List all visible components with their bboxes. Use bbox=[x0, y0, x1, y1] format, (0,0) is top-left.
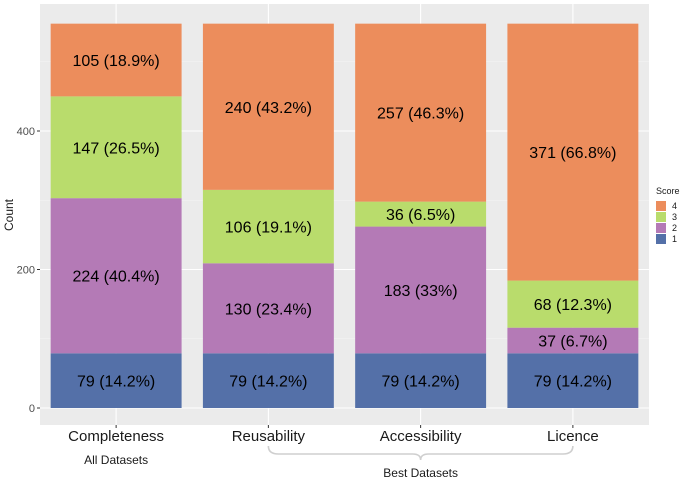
data-label: 257 (46.3%) bbox=[377, 106, 464, 123]
bar-segment bbox=[202, 353, 334, 408]
legend-swatch bbox=[656, 212, 666, 222]
data-label: 105 (18.9%) bbox=[73, 53, 160, 70]
data-label: 79 (14.2%) bbox=[534, 374, 612, 391]
data-label: 106 (19.1%) bbox=[225, 220, 312, 237]
bar-segment bbox=[355, 23, 487, 202]
y-tick-label: 200 bbox=[17, 265, 35, 277]
bar-segment bbox=[507, 353, 639, 408]
data-label: 37 (6.7%) bbox=[538, 333, 607, 350]
data-label: 371 (66.8%) bbox=[529, 145, 616, 162]
bar-segment bbox=[355, 353, 487, 408]
legend-swatch bbox=[656, 234, 666, 244]
bar-segment bbox=[50, 23, 182, 97]
bar-segment bbox=[202, 189, 334, 264]
data-labels: 79 (14.2%) 224 (40.4%) 147 (26.5%) 105 (18.… bbox=[73, 53, 617, 391]
group-label: Best Datasets bbox=[383, 466, 458, 480]
bar-segment bbox=[507, 327, 639, 354]
data-label: 79 (14.2%) bbox=[381, 374, 459, 391]
bar-segment bbox=[507, 280, 639, 328]
bar-segment bbox=[202, 23, 334, 190]
bar-segment bbox=[507, 23, 639, 281]
data-label: 240 (43.2%) bbox=[225, 100, 312, 117]
data-label: 79 (14.2%) bbox=[229, 374, 307, 391]
x-tick-label: Reusability bbox=[232, 428, 306, 445]
legend-swatch bbox=[656, 201, 666, 211]
legend-label: 2 bbox=[672, 223, 677, 233]
bar-segment bbox=[50, 198, 182, 354]
data-label: 147 (26.5%) bbox=[73, 140, 160, 157]
x-axis: Completeness Reusability Accessibility Lice… bbox=[68, 425, 599, 445]
y-axis: 0 200 400 bbox=[17, 126, 40, 415]
bar-segment bbox=[50, 353, 182, 408]
data-label: 36 (6.5%) bbox=[386, 207, 455, 224]
data-label: 68 (12.3%) bbox=[534, 297, 612, 314]
y-tick-label: 400 bbox=[17, 126, 35, 138]
data-label: 224 (40.4%) bbox=[73, 269, 160, 286]
data-label: 79 (14.2%) bbox=[77, 374, 155, 391]
data-label: 130 (23.4%) bbox=[225, 301, 312, 318]
y-axis-title: Count bbox=[2, 198, 16, 231]
bar-segment bbox=[355, 201, 487, 227]
group-label: All Datasets bbox=[84, 453, 148, 467]
category-groups: All Datasets Best Datasets bbox=[84, 445, 574, 480]
bar-segment bbox=[50, 96, 182, 199]
x-tick-label: Licence bbox=[547, 428, 599, 445]
legend-title: Score bbox=[656, 186, 680, 196]
legend-label: 3 bbox=[672, 212, 677, 222]
legend-label: 4 bbox=[672, 201, 677, 211]
legend-label: 1 bbox=[672, 234, 677, 244]
legend-swatch bbox=[656, 223, 666, 233]
bar-segment bbox=[355, 226, 487, 354]
bars bbox=[50, 23, 639, 408]
bar-segment bbox=[202, 263, 334, 354]
x-tick-label: Completeness bbox=[68, 428, 164, 445]
data-label: 183 (33%) bbox=[384, 283, 458, 300]
group-brace bbox=[267, 445, 574, 461]
y-tick-label: 0 bbox=[29, 403, 35, 415]
x-tick-label: Accessibility bbox=[380, 428, 462, 445]
